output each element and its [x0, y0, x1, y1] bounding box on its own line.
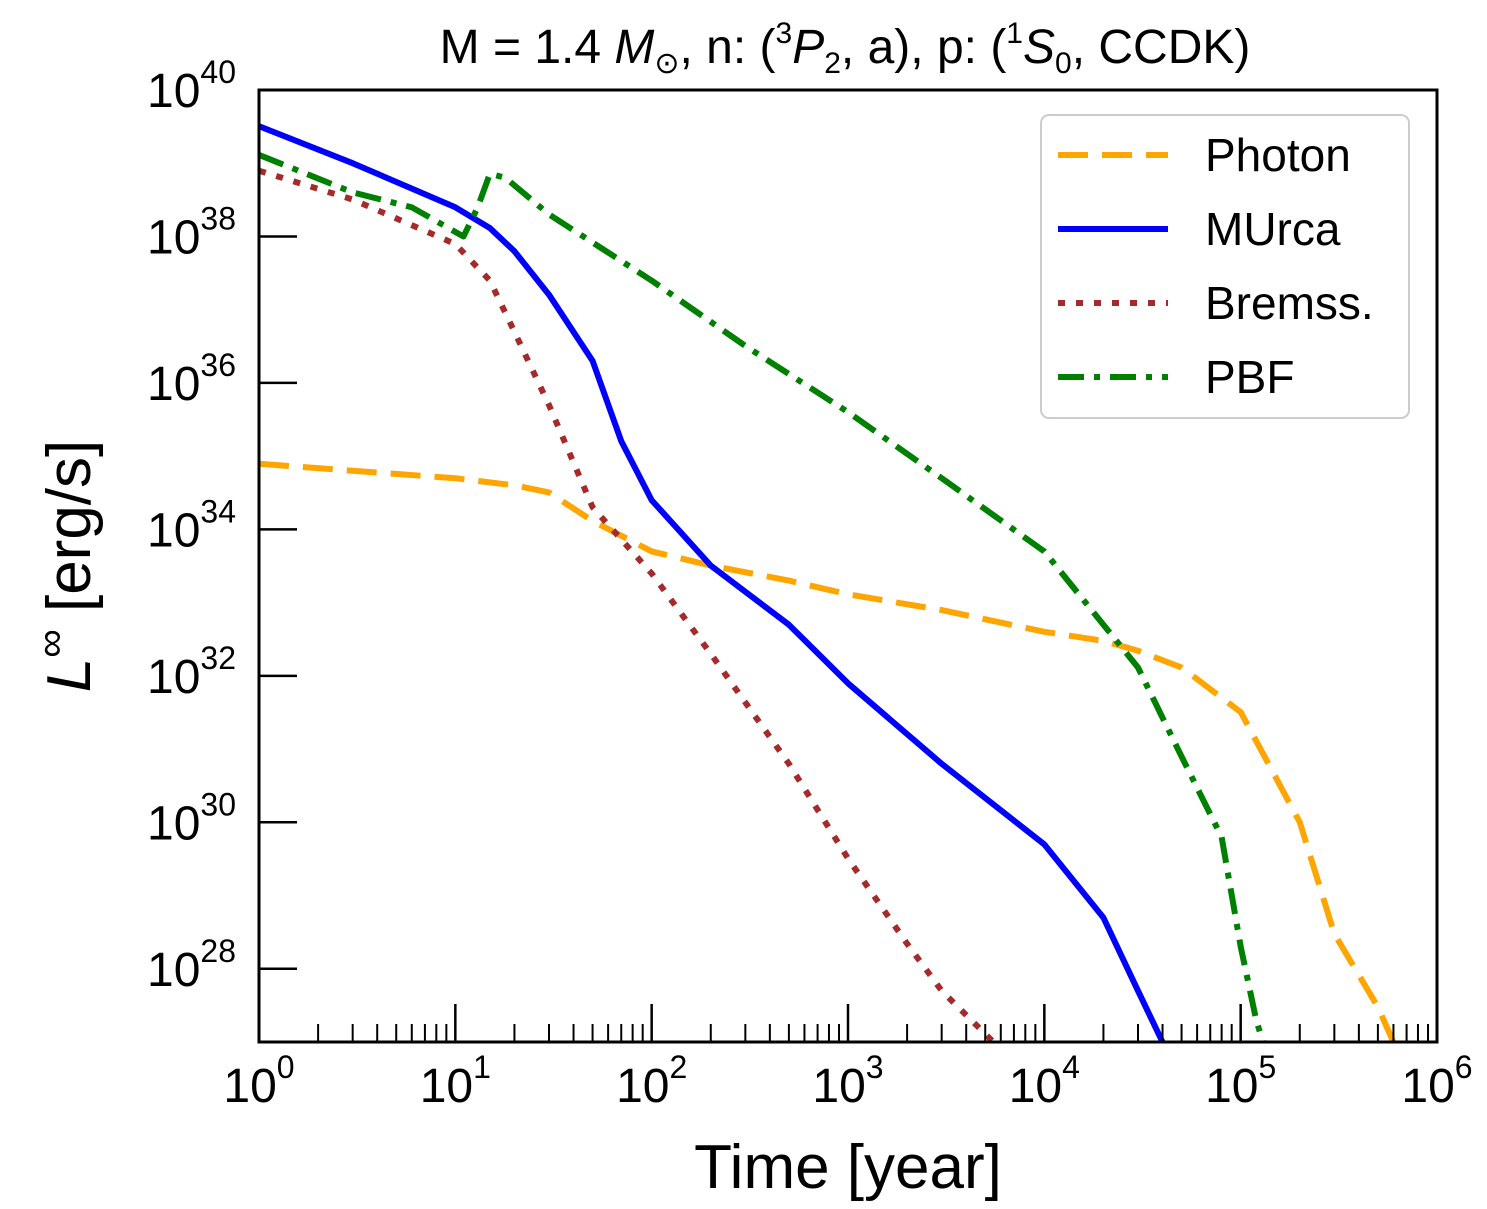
- x-tick-label: 103: [812, 1049, 883, 1113]
- series-line-bremss: [259, 167, 996, 1042]
- legend: Photon MUrca Bremss. PBF: [1040, 114, 1410, 419]
- y-tick-label: 1038: [147, 200, 236, 264]
- x-tick-label: 101: [420, 1049, 491, 1113]
- y-tick-label: 1040: [147, 54, 236, 118]
- y-tick-label: 1028: [147, 933, 236, 997]
- y-tick-label: 1032: [147, 640, 236, 704]
- series-line-pbf: [259, 152, 1266, 1042]
- legend-box: [1040, 114, 1410, 419]
- x-tick-label: 100: [223, 1049, 294, 1113]
- legend-label-bremss: Bremss.: [1205, 277, 1374, 329]
- legend-label-photon: Photon: [1205, 129, 1351, 181]
- x-tick-label: 105: [1205, 1049, 1276, 1113]
- series-line-photon: [259, 460, 1397, 1042]
- series-layer: [259, 123, 1397, 1042]
- x-tick-label: 102: [616, 1049, 687, 1113]
- y-tick-label: 1036: [147, 347, 236, 411]
- y-axis-label: L∞ [erg/s]: [29, 440, 104, 693]
- y-tick-label: 1034: [147, 493, 236, 557]
- x-tick-label: 106: [1401, 1049, 1472, 1113]
- legend-label-murca: MUrca: [1205, 203, 1341, 255]
- tick-layer: [257, 88, 1439, 1042]
- plot-frame: [257, 88, 1439, 1044]
- x-axis-label: Time [year]: [694, 1133, 1002, 1202]
- x-tick-label: 104: [1009, 1049, 1080, 1113]
- series-line-murca: [259, 123, 1166, 1042]
- legend-label-pbf: PBF: [1205, 351, 1294, 403]
- chart-title: M = 1.4 M⊙, n: (3P2, a), p: (1S0, CCDK): [440, 17, 1251, 80]
- tick-label-layer: 100 101 102 103 104 105 106 1028 1030 1032 1034 103…: [147, 54, 1473, 1113]
- y-tick-label: 1030: [147, 786, 236, 850]
